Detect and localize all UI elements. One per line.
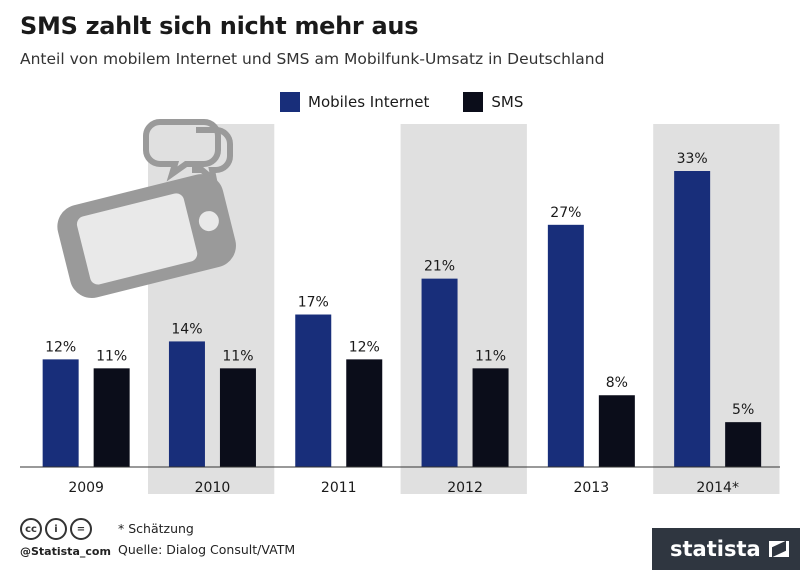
value-labels: 12% 11% 14% 11% 17% 12% 21% 11% 27% 8% 33% 5%	[45, 151, 754, 418]
smartphone-icon	[57, 174, 236, 299]
bar-sms	[346, 359, 383, 467]
bar-sms	[93, 368, 130, 467]
value-label-internet: 21%	[424, 259, 455, 275]
page-title: SMS zahlt sich nicht mehr aus	[20, 12, 419, 40]
x-tick-label: 2010	[195, 480, 231, 496]
statista-logo[interactable]: statista	[652, 528, 800, 570]
x-tick-label: 2012	[447, 480, 483, 496]
value-label-internet: 17%	[298, 295, 329, 311]
attribution-icon[interactable]: i	[45, 518, 67, 540]
no-derivatives-icon[interactable]: =	[70, 518, 92, 540]
statista-logo-icon	[768, 541, 789, 557]
phone-chat-illustration	[57, 119, 236, 299]
value-label-sms: 12%	[349, 339, 380, 355]
value-label-internet: 14%	[171, 321, 202, 337]
brand-name: statista	[670, 537, 761, 561]
legend-item-sms: SMS	[463, 92, 523, 112]
x-tick-label: 2009	[68, 480, 104, 496]
value-label-sms: 5%	[732, 402, 754, 418]
bar-sms	[472, 368, 509, 467]
bar-internet	[421, 278, 458, 467]
x-tick-label: 2013	[574, 480, 610, 496]
bar-internet	[168, 341, 205, 467]
legend-label-internet: Mobiles Internet	[308, 93, 430, 111]
bar-sms	[219, 368, 256, 467]
legend-swatch-internet	[280, 92, 300, 112]
value-label-internet: 27%	[550, 205, 581, 221]
bar-sms	[598, 395, 635, 467]
value-label-internet: 33%	[677, 151, 708, 167]
x-tick-labels: 2009 2010 2011 2012 2013 2014*	[68, 480, 739, 496]
legend-label-sms: SMS	[491, 93, 524, 111]
legend-swatch-sms	[463, 92, 484, 112]
value-label-sms: 11%	[222, 348, 253, 364]
twitter-handle[interactable]: @Statista_com	[20, 545, 111, 558]
page-subtitle: Anteil von mobilem Internet und SMS am M…	[20, 50, 605, 68]
value-label-sms: 8%	[606, 375, 628, 391]
value-label-sms: 11%	[96, 348, 127, 364]
estimate-note: * Schätzung	[118, 521, 194, 536]
bar-internet	[295, 314, 332, 467]
legend-item-internet: Mobiles Internet	[280, 92, 429, 112]
x-tick-label: 2011	[321, 480, 357, 496]
bars	[42, 171, 762, 467]
x-tick-label: 2014*	[696, 480, 739, 496]
value-label-sms: 11%	[475, 348, 506, 364]
bar-chart: 12%11%14%11%17%12%21%11%27%8%33%5% 2009 2…	[20, 119, 780, 496]
legend: Mobiles Internet SMS	[280, 92, 557, 112]
license-icons[interactable]: cc i =	[20, 518, 95, 540]
speech-bubbles-icon	[143, 119, 233, 188]
bar-internet	[42, 359, 79, 467]
creative-commons-icon[interactable]: cc	[20, 518, 42, 540]
value-label-internet: 12%	[45, 339, 76, 355]
bar-internet	[674, 171, 711, 467]
source-note: Quelle: Dialog Consult/VATM	[118, 542, 296, 557]
bar-internet	[547, 224, 584, 467]
bar-sms	[725, 422, 762, 467]
